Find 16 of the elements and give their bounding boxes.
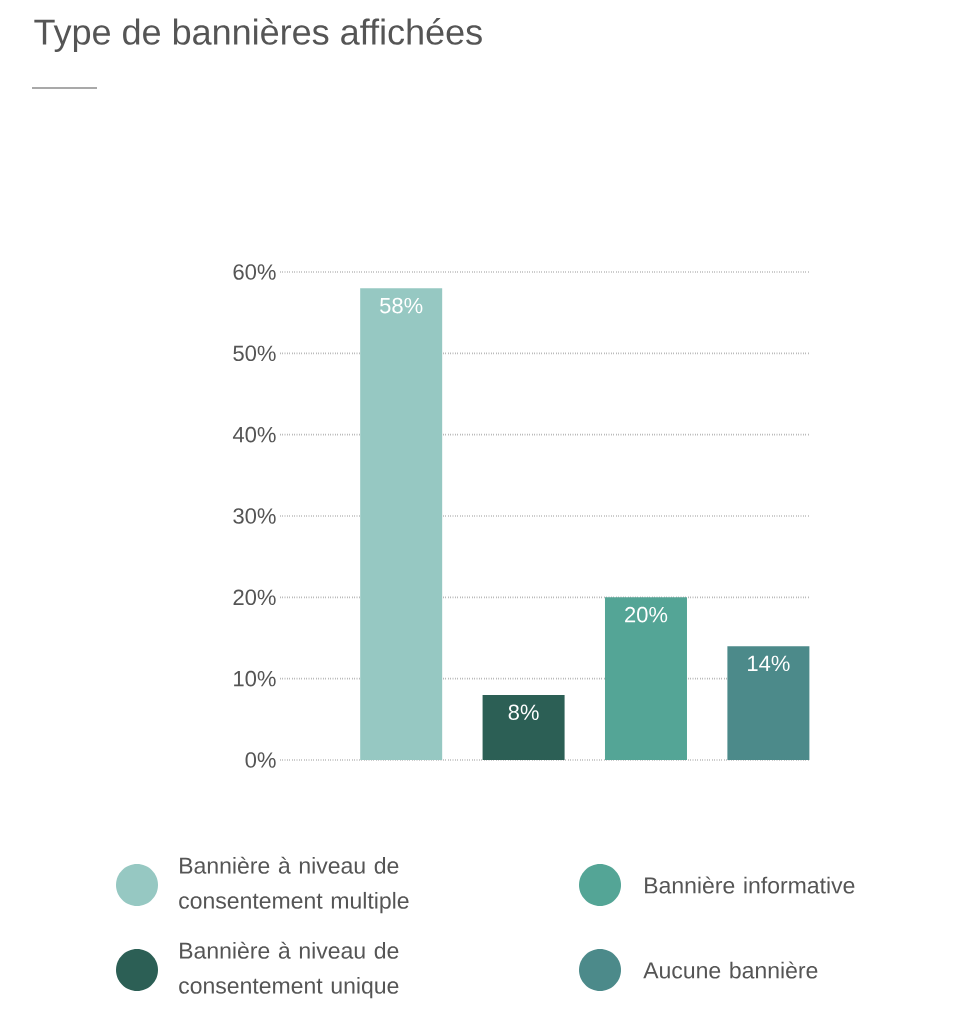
data-label: 8% [508, 704, 539, 721]
y-tick-label: 10% [234, 670, 276, 687]
y-tick-label: 40% [232, 426, 276, 443]
chart-title: Type de bannières affichées [34, 18, 482, 52]
legend-label: Bannière informative [645, 876, 855, 894]
y-tick-label: 20% [233, 589, 276, 606]
y-tick-label: 0% [245, 752, 276, 768]
y-tick-label: 30% [233, 508, 276, 524]
y-tick-label: 60% [233, 264, 276, 280]
data-label: 14% [748, 655, 790, 672]
legend-label: Aucune bannière [643, 961, 818, 979]
legend-label: Bannière à niveau de consentement unique [179, 941, 399, 999]
legend-label: Bannière à niveau de consentement multiple [179, 856, 409, 914]
y-tick-label: 50% [233, 345, 276, 362]
data-label: 20% [625, 606, 668, 623]
data-label: 58% [380, 297, 423, 314]
